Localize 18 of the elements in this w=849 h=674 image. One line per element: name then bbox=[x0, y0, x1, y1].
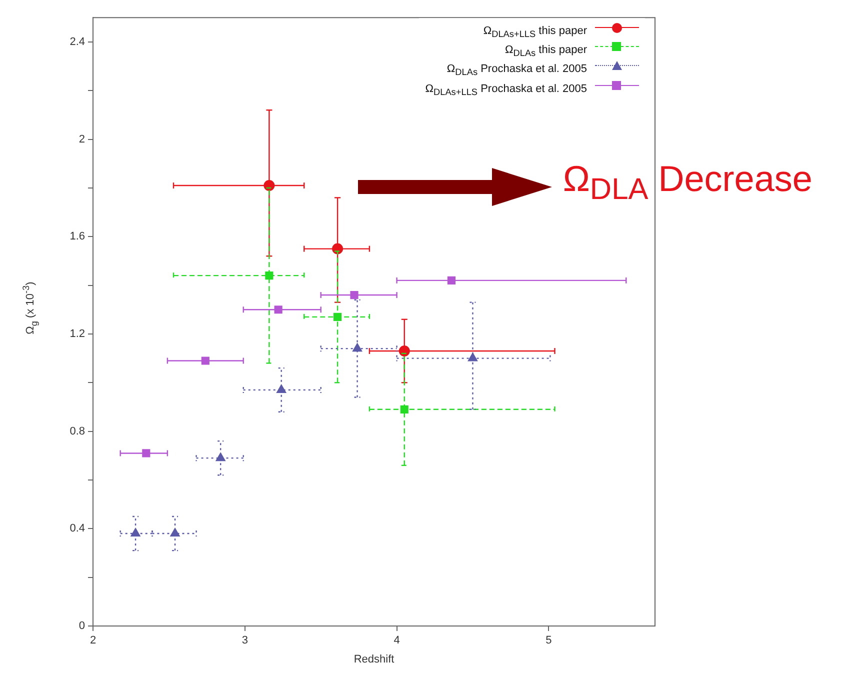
x-tick-label: 5 bbox=[546, 634, 552, 647]
x-tick-label: 2 bbox=[90, 634, 96, 647]
y-tick-label: 0.4 bbox=[70, 522, 85, 535]
y-tick-label: 1.6 bbox=[70, 230, 85, 243]
point bbox=[468, 352, 478, 362]
legend-label: Ω$_{DLAs+LLS}$ this paper bbox=[483, 25, 587, 40]
y-tick-label: 1.2 bbox=[70, 328, 85, 340]
legend-label: Ω$_{DLAs}$ this paper bbox=[505, 44, 587, 58]
y-tick-label: 2.4 bbox=[70, 36, 85, 48]
y-tick-label: 0.8 bbox=[70, 425, 85, 438]
x-tick-label: 4 bbox=[394, 634, 400, 647]
legend-label: Ω$_{DLAs}$ Prochaska et al. 2005 bbox=[446, 63, 587, 78]
x-tick-label: 3 bbox=[242, 634, 248, 647]
legend-label: Ω$_{DLAs+LLS}$ Prochaska et al. 2005 bbox=[425, 82, 587, 97]
annotation: Ω$_{DLA}$ Decrease bbox=[563, 158, 812, 208]
x-axis-title: Redshift bbox=[354, 653, 394, 666]
y-tick-label: 0 bbox=[78, 620, 85, 632]
y-tick-label: 2 bbox=[78, 133, 85, 146]
